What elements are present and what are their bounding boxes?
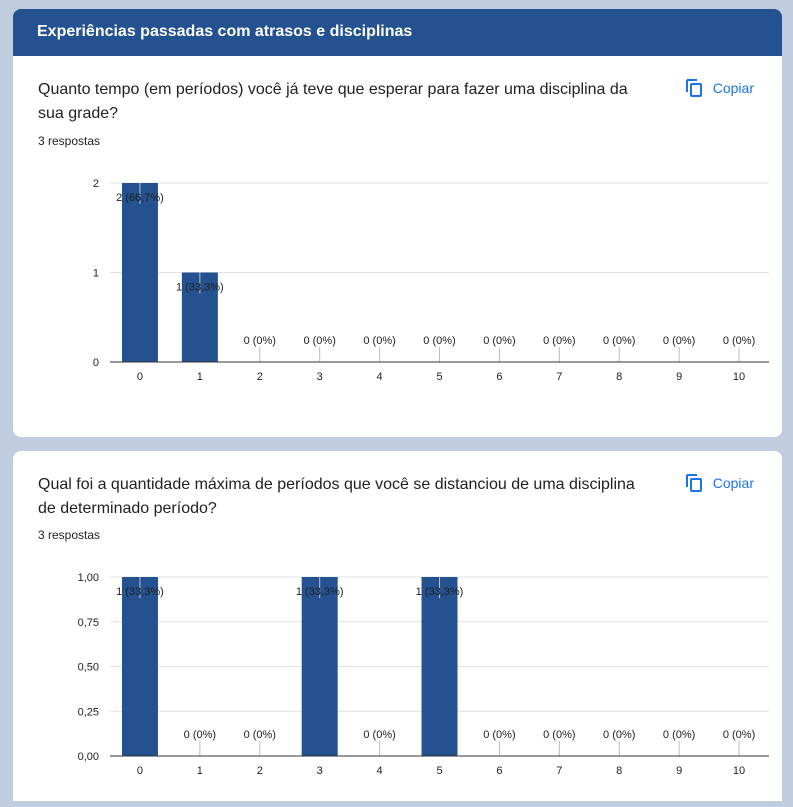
x-tick-label: 2: [257, 765, 263, 777]
bar-chart-2: 0,00 0,25 0,50 0,75 1,00 1 (33,3%) 0 0 (0%) 1 0 (…: [78, 572, 769, 777]
x-tick-label: 7: [556, 765, 562, 777]
bar-data-label: 0 (0%): [603, 729, 635, 741]
bar-data-label: 2 (66,7%): [116, 192, 164, 204]
bar-data-label: 0 (0%): [663, 729, 695, 741]
section-title: Experiências passadas com atrasos e disc…: [37, 23, 413, 40]
x-tick-label: 3: [317, 765, 323, 777]
x-tick-label: 4: [377, 765, 383, 777]
x-tick-label: 8: [616, 765, 622, 777]
y-tick-label: 0,25: [78, 706, 99, 718]
x-tick-label: 9: [676, 371, 682, 383]
copy-icon: [685, 79, 702, 97]
copy-label: Copiar: [712, 475, 754, 491]
bar-data-label: 0 (0%): [543, 729, 575, 741]
x-tick-label: 8: [616, 371, 622, 383]
bar-data-label: 0 (0%): [603, 335, 635, 347]
bar[interactable]: [121, 183, 158, 362]
y-tick-label: 0,75: [78, 617, 99, 629]
x-tick-label: 3: [317, 371, 323, 383]
question-text: Qual foi a quantidade máxima de períodos…: [38, 476, 635, 517]
bar[interactable]: [301, 577, 338, 756]
x-tick-label: 6: [496, 371, 502, 383]
copy-icon: [685, 474, 702, 492]
bar-data-label: 0 (0%): [543, 335, 575, 347]
x-tick-label: 7: [556, 371, 562, 383]
y-tick-label: 1,00: [78, 572, 99, 584]
y-tick-label: 0: [93, 357, 99, 369]
bar-data-label: 0 (0%): [423, 335, 455, 347]
bar-data-label: 0 (0%): [244, 729, 276, 741]
bar-data-label: 0 (0%): [244, 335, 276, 347]
bar-data-label: 0 (0%): [303, 335, 335, 347]
x-tick-label: 2: [257, 371, 263, 383]
bar-data-label: 0 (0%): [363, 729, 395, 741]
x-tick-label: 0: [137, 371, 143, 383]
x-tick-label: 5: [436, 765, 442, 777]
bar-data-label: 1 (33,3%): [176, 282, 224, 294]
bar-data-label: 1 (33,3%): [116, 586, 164, 598]
section-header: Experiências passadas com atrasos e disc…: [13, 9, 782, 56]
question-text: Quanto tempo (em períodos) você já teve …: [38, 81, 628, 122]
bar-data-label: 0 (0%): [363, 335, 395, 347]
response-count: 3 respostas: [38, 528, 101, 542]
y-tick-label: 0,50: [78, 662, 99, 674]
x-tick-label: 0: [137, 765, 143, 777]
bar-data-label: 1 (33,3%): [416, 586, 464, 598]
bar-data-label: 0 (0%): [483, 729, 515, 741]
bar-data-label: 0 (0%): [483, 335, 515, 347]
x-tick-label: 10: [733, 371, 745, 383]
bar-data-label: 1 (33,3%): [296, 586, 344, 598]
copy-button[interactable]: Copiar: [685, 471, 754, 495]
y-tick-label: 2: [93, 178, 99, 190]
response-count: 3 respostas: [38, 134, 101, 148]
bar-chart-1: 0 1 2 2 (66,7%) 0 1 (33,3%) 1 0 (0%) 2 0 (0%) 3 0 (…: [93, 178, 769, 383]
question-card-1: Quanto tempo (em períodos) você já teve …: [13, 56, 782, 437]
x-tick-label: 1: [197, 371, 203, 383]
x-tick-label: 1: [197, 765, 203, 777]
question-card-2: Qual foi a quantidade máxima de períodos…: [13, 451, 782, 801]
x-tick-label: 4: [377, 371, 383, 383]
x-tick-label: 6: [496, 765, 502, 777]
bar-data-label: 0 (0%): [184, 729, 216, 741]
bar-data-label: 0 (0%): [723, 335, 755, 347]
x-tick-label: 5: [436, 371, 442, 383]
copy-button[interactable]: Copiar: [685, 76, 754, 100]
x-tick-label: 10: [733, 765, 745, 777]
x-tick-label: 9: [676, 765, 682, 777]
bar[interactable]: [421, 577, 458, 756]
copy-label: Copiar: [712, 80, 754, 96]
bar-data-label: 0 (0%): [663, 335, 695, 347]
y-tick-label: 0,00: [78, 751, 99, 763]
bar-data-label: 0 (0%): [723, 729, 755, 741]
y-tick-label: 1: [93, 268, 99, 280]
bar[interactable]: [121, 577, 158, 756]
